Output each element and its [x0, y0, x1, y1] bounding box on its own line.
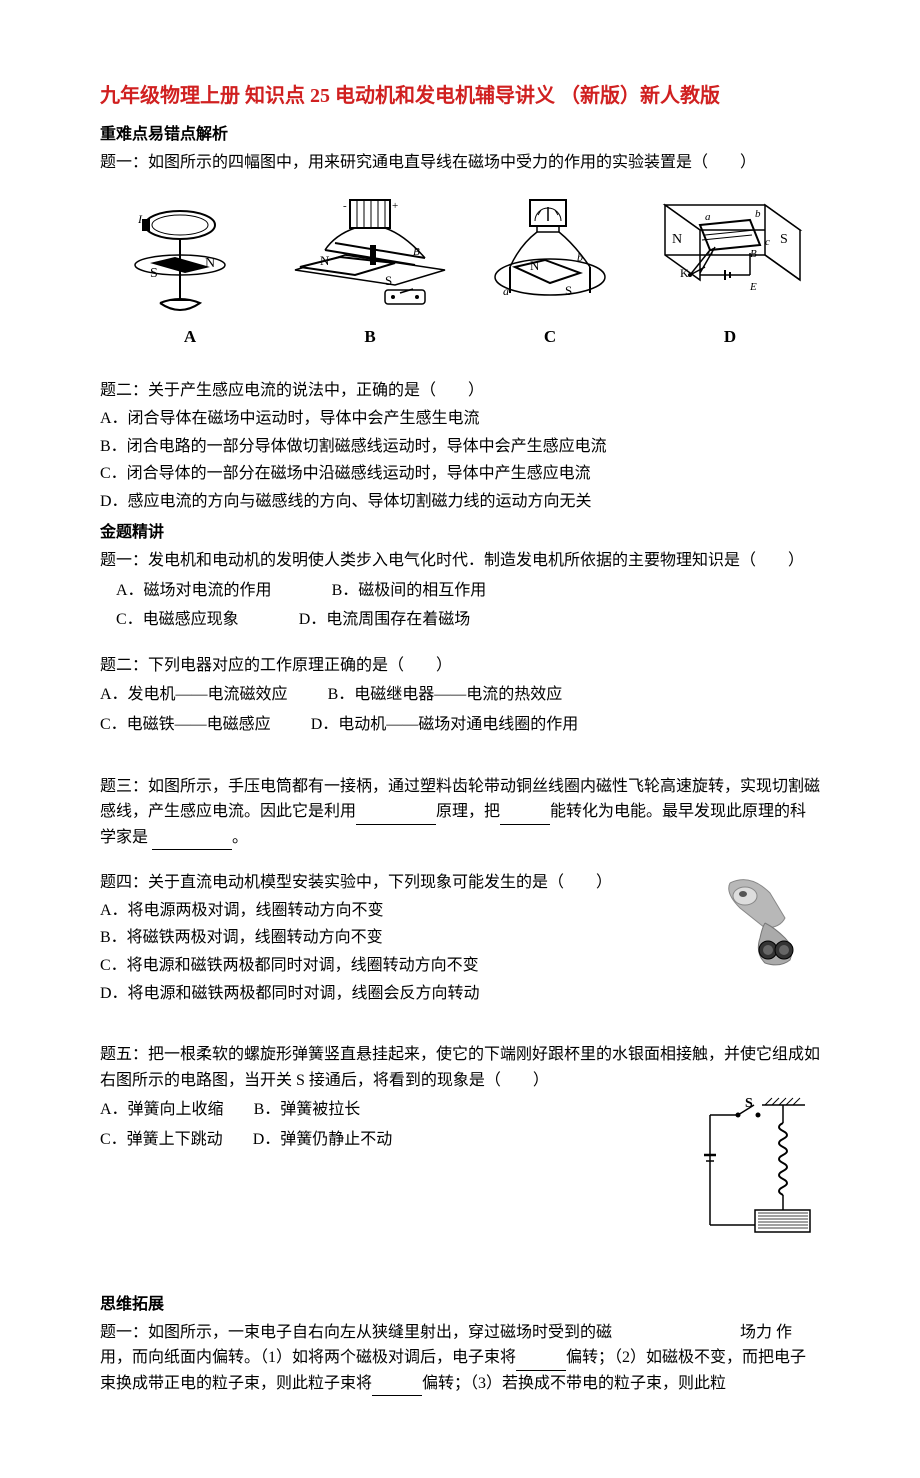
- blank-2: [500, 808, 550, 825]
- s3-q1-p1: 题一：如图所示，一束电子自右向左从狭缝里射出，穿过磁场时受到的磁: [100, 1324, 612, 1341]
- svg-text:-: -: [343, 200, 347, 212]
- svg-text:K: K: [680, 266, 689, 280]
- blank-5: [372, 1379, 422, 1396]
- s3-q1-p1b: 场力: [740, 1324, 772, 1341]
- compass-coil-diagram-icon: S N I: [120, 195, 260, 315]
- section3-header: 思维拓展: [100, 1292, 820, 1318]
- blank-3: [152, 833, 232, 850]
- section2-q1-d: D．电流周围存在着磁场: [299, 607, 471, 633]
- blank-1: [356, 808, 436, 825]
- section3-q1: 题一：如图所示，一束电子自右向左从狭缝里射出，穿过磁场时受到的磁 场力 作用，而…: [100, 1320, 820, 1397]
- section1-q2-stem: 题二：关于产生感应电流的说法中，正确的是（ ）: [100, 378, 820, 404]
- svg-text:B: B: [413, 246, 420, 258]
- section2-q1-b: B．磁极间的相互作用: [332, 578, 487, 604]
- section2-q5-c: C．弹簧上下跳动: [100, 1127, 223, 1153]
- section2-header: 金题精讲: [100, 520, 820, 546]
- section1-q2-c: C．闭合导体的一部分在磁场中沿磁感线运动时，导体中产生感应电流: [100, 461, 820, 487]
- svg-text:B: B: [750, 248, 757, 260]
- q3-p4: 。: [232, 829, 248, 846]
- svg-text:E: E: [749, 281, 757, 293]
- figure-c-label: C: [460, 323, 640, 350]
- document-title: 九年级物理上册 知识点 25 电动机和发电机辅导讲义 （新版）新人教版: [100, 80, 820, 112]
- section2-q1-c: C．电磁感应现象: [116, 607, 239, 633]
- section2-q2-d: D．电动机——磁场对通电线圈的作用: [311, 712, 579, 738]
- figure-d-label: D: [640, 323, 820, 350]
- section2-q5-stem: 题五：把一根柔软的螺旋形弹簧竖直悬挂起来，使它的下端刚好跟杯里的水银面相接触，并…: [100, 1042, 820, 1093]
- section1-q1-stem: 题一：如图所示的四幅图中，用来研究通电直导线在磁场中受力的作用的实验装置是（ ）: [100, 150, 820, 176]
- conductor-rail-diagram-icon: - + N S B: [285, 195, 455, 315]
- svg-text:S: S: [780, 232, 788, 247]
- figure-b: - + N S B B: [280, 195, 460, 350]
- figure-a: S N I A: [100, 195, 280, 350]
- circuit-spring-image: S: [690, 1095, 820, 1254]
- section2-q2-a: A．发电机——电流磁效应: [100, 682, 288, 708]
- section2-q5-a: A．弹簧向上收缩: [100, 1097, 224, 1123]
- flashlight-image: [710, 868, 820, 987]
- section2-q2-stem: 题二：下列电器对应的工作原理正确的是（ ）: [100, 653, 820, 679]
- svg-text:b: b: [755, 208, 761, 220]
- svg-text:a: a: [705, 211, 711, 223]
- svg-text:S: S: [150, 266, 158, 281]
- spring-circuit-icon: S: [690, 1095, 820, 1245]
- svg-text:N: N: [205, 256, 215, 271]
- figure-row-q1: S N I A - + N S B: [100, 195, 820, 350]
- svg-text:c: c: [765, 236, 770, 248]
- svg-text:a: a: [503, 284, 509, 298]
- svg-text:N: N: [320, 253, 330, 268]
- svg-text:+: +: [392, 200, 398, 212]
- figure-d: N S a b c d K E B D: [640, 195, 820, 350]
- svg-text:S: S: [385, 273, 392, 288]
- svg-text:S: S: [565, 283, 572, 298]
- flashlight-icon: [710, 868, 820, 978]
- section1-q2-b: B．闭合电路的一部分导体做切割磁感线运动时，导体中会产生感应电流: [100, 434, 820, 460]
- section2-q5-b: B．弹簧被拉长: [254, 1097, 361, 1123]
- q3-p2: 原理，把: [436, 803, 500, 820]
- section2-q2-c: C．电磁铁——电磁感应: [100, 712, 271, 738]
- section1-q2-a: A．闭合导体在磁场中运动时，导体中会产生感生电流: [100, 406, 820, 432]
- blank-4: [516, 1354, 566, 1371]
- section2-q5-d: D．弹簧仍静止不动: [253, 1127, 393, 1153]
- section2-q1-stem: 题一：发电机和电动机的发明使人类步入电气化时代．制造发电机所依据的主要物理知识是…: [100, 548, 820, 574]
- section1-header: 重难点易错点解析: [100, 122, 820, 148]
- section2-q3: 题三：如图所示，手压电筒都有一接柄，通过塑料齿轮带动铜丝线圈内磁性飞轮高速旋转，…: [100, 774, 820, 851]
- galvanometer-magnet-diagram-icon: N S a b: [475, 195, 625, 315]
- s3-q1-p4: 偏转；（3）若换成不带电的粒子束，则此粒: [422, 1375, 726, 1392]
- figure-a-label: A: [100, 323, 280, 350]
- section1-q2-d: D．感应电流的方向与磁感线的方向、导体切割磁力线的运动方向无关: [100, 489, 820, 515]
- figure-c: N S a b C: [460, 195, 640, 350]
- coil-magnet-switch-diagram-icon: N S a b c d K E B: [650, 195, 810, 315]
- svg-text:N: N: [672, 232, 682, 247]
- svg-text:N: N: [530, 258, 540, 273]
- figure-b-label: B: [280, 323, 460, 350]
- section2-q2-b: B．电磁继电器——电流的热效应: [328, 682, 563, 708]
- section2-q1-a: A．磁场对电流的作用: [116, 578, 272, 604]
